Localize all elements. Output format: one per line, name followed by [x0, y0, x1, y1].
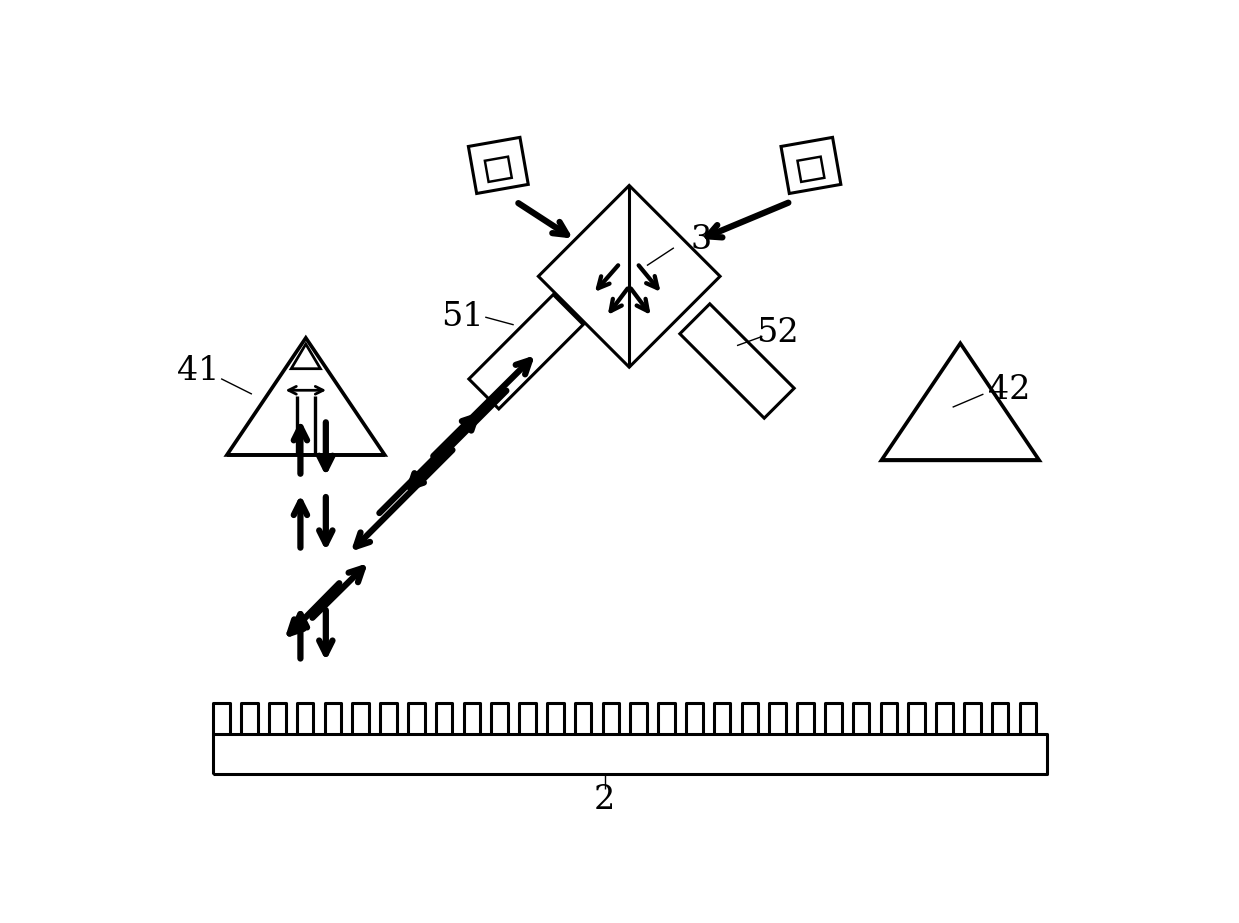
Text: 41: 41 — [177, 355, 219, 387]
Text: 51: 51 — [441, 301, 483, 333]
Text: 2: 2 — [593, 784, 616, 816]
Text: 3: 3 — [690, 224, 711, 256]
Text: 52: 52 — [757, 317, 799, 349]
Text: 42: 42 — [987, 374, 1030, 406]
